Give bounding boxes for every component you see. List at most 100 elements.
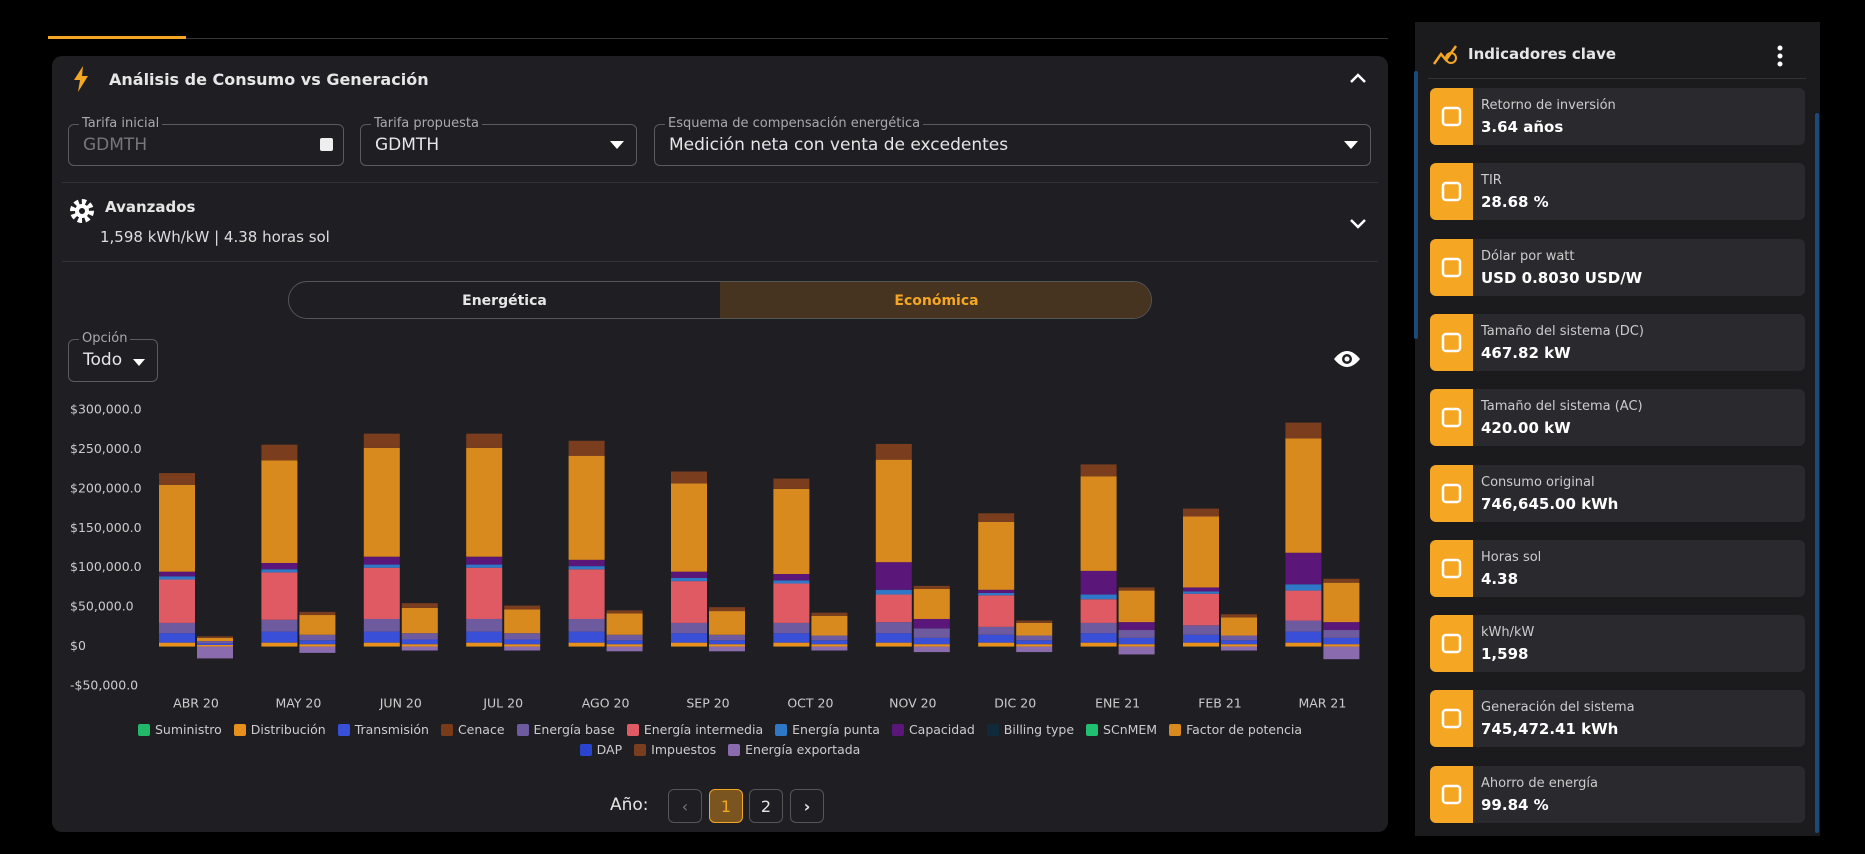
indicator-card: Horas sol 4.38 [1430, 539, 1805, 597]
dropdown-arrow [610, 141, 624, 149]
legend-swatch [137, 723, 150, 736]
indicator-card: Generación del sistema 745,472.41 kWh [1430, 690, 1805, 748]
indicator-icon [1430, 539, 1473, 597]
legend-item: Capacidad [891, 722, 975, 737]
advanced-title: Avanzados [105, 198, 196, 216]
icon-glyph [1441, 257, 1462, 277]
icon-glyph [1441, 633, 1462, 654]
indicator-label: Ahorro de energía [1481, 775, 1598, 791]
indicators-title: Indicadores clave [1468, 45, 1617, 63]
icon-glyph [1441, 407, 1462, 428]
legend-swatch [1086, 723, 1099, 736]
legend-swatch [337, 723, 350, 736]
field-value: Todo [83, 350, 123, 370]
collapse-chevron[interactable] [1349, 72, 1367, 84]
dropdown-arrow [1344, 141, 1358, 149]
legend-swatch [440, 723, 453, 736]
field-icon [320, 138, 333, 151]
indicator-icon [1430, 238, 1473, 296]
indicator-value: 99.84 % [1481, 795, 1549, 814]
indicator-value: 28.68 % [1481, 193, 1549, 212]
tarifa-propuesta-field[interactable]: Tarifa propuesta GDMTH [360, 116, 637, 166]
expand-chevron[interactable] [1349, 217, 1367, 229]
indicator-card: TIR 28.68 % [1430, 163, 1805, 221]
bolt-icon [74, 66, 88, 92]
option-select[interactable]: Opción Todo [68, 331, 158, 382]
active-tab-indicator [48, 36, 186, 39]
indicator-value: 1,598 [1481, 645, 1529, 664]
legend-item: SCnMEM [1086, 722, 1157, 737]
eye-icon[interactable] [1333, 349, 1361, 369]
indicator-card: Consumo original 746,645.00 kWh [1430, 464, 1805, 522]
legend-item: Energía base [516, 722, 615, 737]
indicator-card: Tamaño del sistema (DC) 467.82 kW [1430, 313, 1805, 371]
legend-label: Distribución [250, 722, 326, 737]
legend-swatch [516, 723, 529, 736]
indicator-icon [1430, 765, 1473, 823]
dropdown-arrow [133, 359, 145, 366]
legend-swatch [233, 723, 246, 736]
field-label: Tarifa inicial [79, 116, 163, 131]
scrollbar [1815, 113, 1819, 833]
indicator-value: 420.00 kW [1481, 419, 1571, 438]
legend-swatch [986, 723, 999, 736]
indicator-label: Tamaño del sistema (DC) [1481, 323, 1644, 339]
legend-item: Energía punta [775, 722, 880, 737]
field-value: GDMTH [83, 135, 148, 155]
legend-item: Transmisión [337, 722, 429, 737]
legend-label: Factor de potencia [1186, 722, 1303, 737]
field-label: Tarifa propuesta [371, 116, 482, 131]
toggle-option-active[interactable]: Económica [720, 282, 1151, 318]
indicator-label: Horas sol [1481, 549, 1542, 565]
page-button-active[interactable]: 1 [709, 789, 743, 823]
icon-glyph [1441, 558, 1462, 579]
legend-label: Billing type [1003, 722, 1075, 737]
icon-glyph [1441, 182, 1462, 202]
indicator-label: TIR [1481, 173, 1502, 189]
indicator-label: kWh/kW [1481, 625, 1535, 641]
indicator-card: kWh/kW 1,598 [1430, 615, 1805, 673]
legend-label: Suministro [154, 722, 222, 737]
legend-item: DAP [579, 742, 622, 757]
legend-swatch [634, 743, 647, 756]
legend-swatch [579, 743, 592, 756]
legend-item: Energía intermedia [626, 722, 764, 737]
prev-page[interactable]: ‹ [668, 789, 702, 823]
indicator-value: 3.64 años [1481, 118, 1564, 136]
field-label: Esquema de compensación energética [665, 116, 924, 131]
page-button[interactable]: 2 [749, 789, 783, 823]
legend-label: Energía base [533, 722, 615, 737]
legend-label: Capacidad [908, 722, 975, 737]
legend-item: Suministro [137, 722, 222, 737]
indicator-icon [1430, 615, 1473, 673]
legend-swatch [1169, 723, 1182, 736]
legend-label: Energía intermedia [643, 722, 764, 737]
legend-item: Impuestos [634, 742, 716, 757]
legend-swatch [775, 723, 788, 736]
legend-swatch [728, 743, 741, 756]
indicator-value: 745,472.41 kWh [1481, 720, 1619, 739]
scroll-indicator [1414, 71, 1418, 339]
legend: Suministro Distribución Transmisión Cenace E… [60, 722, 1380, 757]
tab-line [48, 38, 1388, 39]
advanced-subtitle: 1,598 kWh/kW | 4.38 horas sol [100, 228, 330, 246]
legend-label: Cenace [457, 722, 505, 737]
indicator-label: Consumo original [1481, 474, 1595, 490]
toggle-option[interactable]: Energética [462, 293, 547, 309]
icon-glyph [1441, 784, 1462, 804]
section-title: Análisis de Consumo vs Generación [109, 70, 429, 89]
indicator-card: Tamaño del sistema (AC) 420.00 kW [1430, 389, 1805, 447]
indicator-icon [1430, 163, 1473, 221]
indicator-value: 4.38 [1481, 569, 1519, 588]
pagination-label: Año: [610, 795, 649, 815]
legend-item: Cenace [440, 722, 505, 737]
indicator-label: Tamaño del sistema (AC) [1481, 399, 1643, 415]
next-page[interactable]: › [790, 789, 824, 823]
tarifa-inicial-field[interactable]: Tarifa inicial GDMTH [68, 116, 344, 166]
legend-label: SCnMEM [1103, 722, 1158, 737]
divider [62, 261, 1378, 262]
legend-label: Energía exportada [745, 742, 861, 757]
indicator-icon [1430, 690, 1473, 748]
esquema-field[interactable]: Esquema de compensación energética Medic… [654, 116, 1371, 166]
menu-dots[interactable] [1776, 44, 1784, 68]
